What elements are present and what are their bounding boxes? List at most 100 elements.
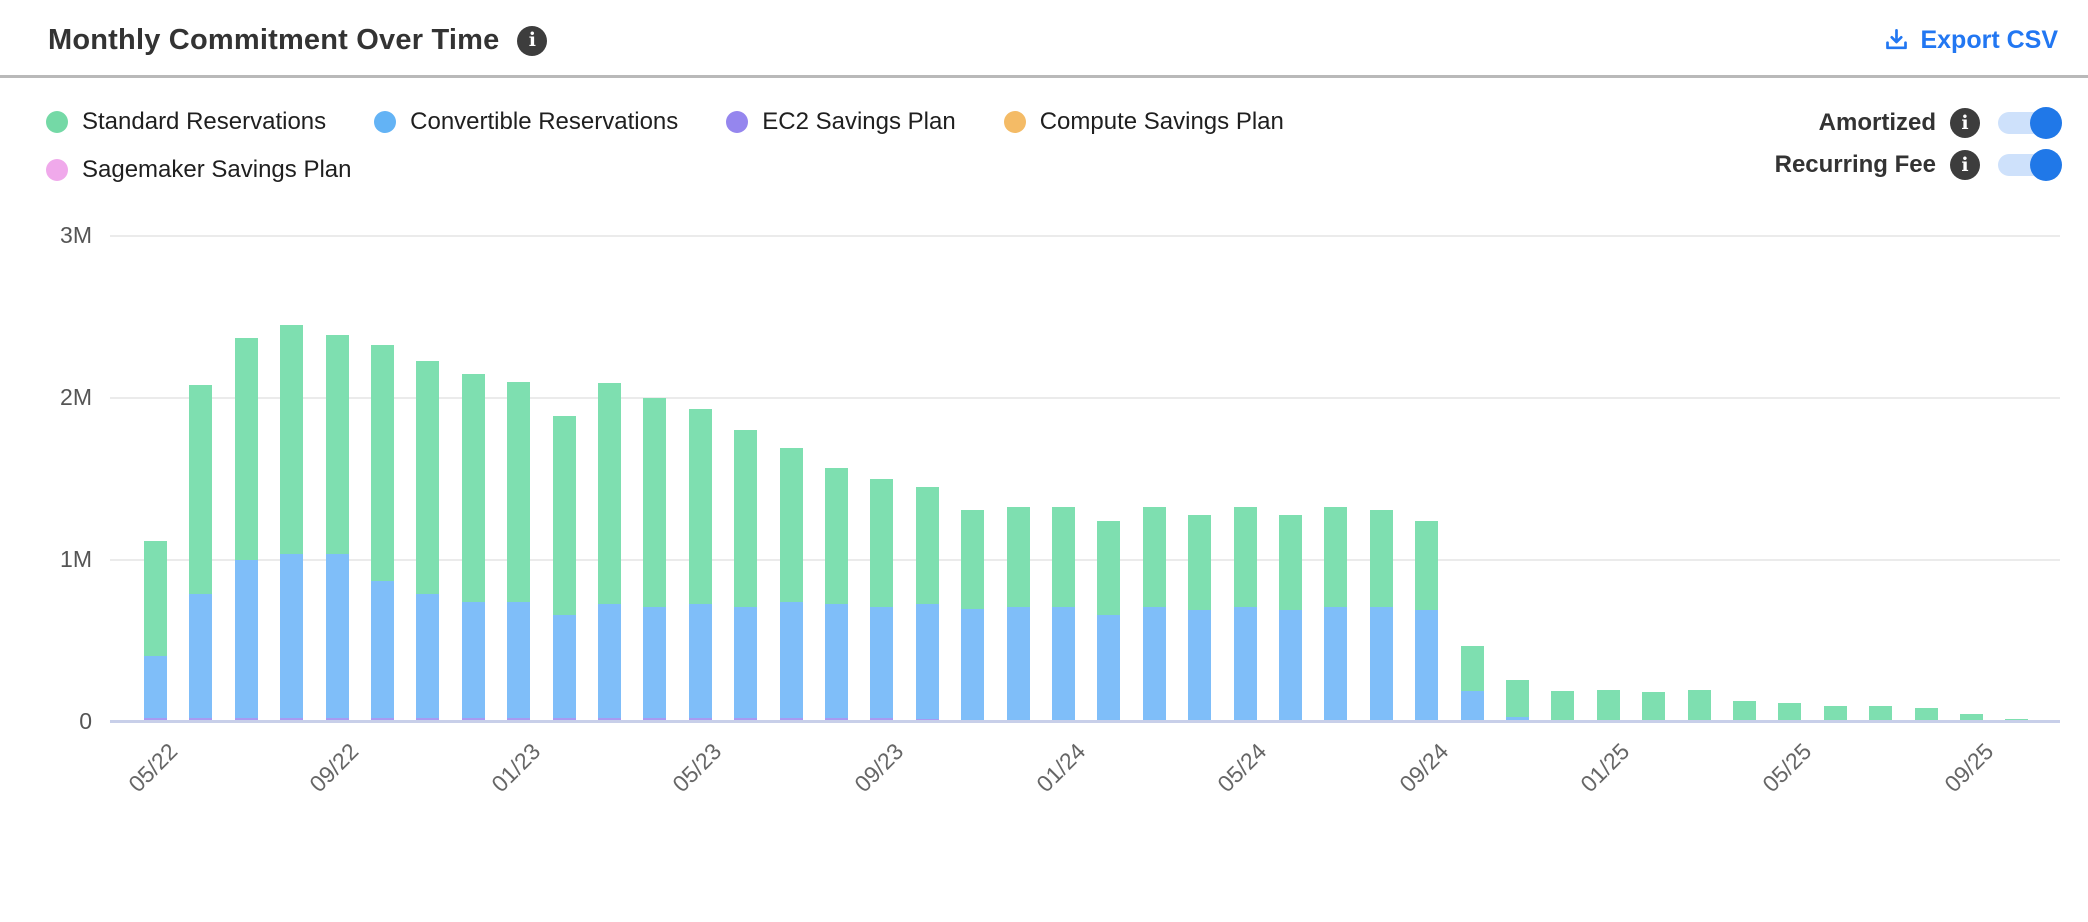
- bar-02/25[interactable]: [1642, 692, 1666, 722]
- bar-05/24[interactable]: [1233, 506, 1257, 722]
- bar-segment-convertible-reservations: [1460, 691, 1484, 722]
- bar-11/22[interactable]: [416, 360, 440, 722]
- bar-04/23[interactable]: [643, 398, 667, 722]
- bar-segment-convertible-reservations: [1097, 615, 1121, 722]
- bar-segment-standard-reservations: [371, 344, 394, 582]
- x-tick-label-05/24: 05/24: [1212, 738, 1272, 798]
- bar-06/23[interactable]: [734, 430, 758, 722]
- bar-05/22[interactable]: [144, 540, 167, 722]
- bar-segment-convertible-reservations: [688, 603, 712, 718]
- bar-07/22[interactable]: [234, 338, 258, 722]
- bar-segment-convertible-reservations: [1052, 606, 1075, 722]
- bar-12/23[interactable]: [1006, 506, 1030, 722]
- bar-07/25[interactable]: [1869, 705, 1893, 722]
- bar-12/24[interactable]: [1551, 691, 1575, 722]
- amortized-label: Amortized: [1818, 109, 1936, 136]
- amortized-toggle[interactable]: [1998, 107, 2062, 139]
- bar-segment-standard-reservations: [280, 325, 304, 554]
- bar-segment-ec2-savings-plan: [280, 717, 304, 722]
- bar-segment-standard-reservations: [1778, 702, 1802, 722]
- bar-03/24[interactable]: [1142, 506, 1166, 722]
- bar-11/24[interactable]: [1506, 679, 1529, 722]
- recurring-fee-label: Recurring Fee: [1774, 151, 1936, 178]
- bar-01/24[interactable]: [1052, 506, 1075, 722]
- bar-segment-standard-reservations: [870, 479, 894, 607]
- bar-segment-ec2-savings-plan: [825, 717, 848, 722]
- bar-06/22[interactable]: [189, 385, 213, 722]
- bar-09/25[interactable]: [1960, 713, 1983, 722]
- bar-segment-standard-reservations: [144, 540, 167, 656]
- bar-segment-convertible-reservations: [234, 560, 258, 718]
- bar-segment-ec2-savings-plan: [189, 717, 213, 722]
- bar-segment-standard-reservations: [1733, 700, 1756, 722]
- bar-09/23[interactable]: [870, 479, 894, 722]
- bar-09/22[interactable]: [325, 334, 349, 722]
- bar-08/23[interactable]: [825, 467, 848, 722]
- bar-segment-standard-reservations: [1188, 514, 1212, 611]
- bar-04/24[interactable]: [1188, 514, 1212, 722]
- bar-segment-standard-reservations: [189, 385, 213, 595]
- y-tick-label-0: 0: [79, 708, 92, 734]
- bar-07/23[interactable]: [779, 448, 803, 722]
- bar-04/25[interactable]: [1733, 700, 1756, 722]
- bar-segment-standard-reservations: [1097, 521, 1121, 616]
- bar-segment-ec2-savings-plan: [144, 717, 167, 722]
- bar-11/23[interactable]: [961, 509, 985, 722]
- legend-item-standard-reservations[interactable]: Standard Reservations: [46, 108, 326, 136]
- title-info-icon[interactable]: i: [517, 25, 548, 56]
- x-tick-label-09/24: 09/24: [1393, 738, 1454, 798]
- bar-07/24[interactable]: [1324, 506, 1348, 722]
- bar-01/23[interactable]: [507, 381, 531, 722]
- bar-08/22[interactable]: [280, 325, 304, 722]
- legend-item-sagemaker-savings-plan[interactable]: Sagemaker Savings Plan: [46, 156, 351, 184]
- panel-header: Monthly Commitment Over Time i Export CS…: [0, 0, 2088, 57]
- bar-06/25[interactable]: [1823, 705, 1847, 722]
- header-divider: [0, 75, 2088, 78]
- page-title: Monthly Commitment Over Time: [48, 24, 500, 56]
- bar-02/24[interactable]: [1097, 521, 1121, 722]
- bar-09/24[interactable]: [1415, 521, 1439, 722]
- recurring-fee-toggle[interactable]: [1998, 149, 2062, 181]
- bar-segment-standard-reservations: [1551, 691, 1575, 722]
- bar-segment-ec2-savings-plan: [461, 717, 485, 722]
- bar-08/24[interactable]: [1369, 509, 1393, 722]
- x-tick-label-01/25: 01/25: [1575, 738, 1635, 798]
- bar-01/25[interactable]: [1596, 689, 1620, 722]
- bar-segment-convertible-reservations: [371, 581, 394, 718]
- bar-segment-ec2-savings-plan: [416, 717, 440, 722]
- legend-item-convertible-reservations[interactable]: Convertible Reservations: [374, 108, 678, 136]
- bar-segment-ec2-savings-plan: [371, 717, 394, 722]
- export-csv-label: Export CSV: [1920, 26, 2058, 54]
- bar-06/24[interactable]: [1279, 514, 1302, 722]
- legend: Standard Reservations Convertible Reserva…: [46, 108, 1546, 184]
- x-tick-label-01/24: 01/24: [1030, 738, 1090, 798]
- bar-10/23[interactable]: [915, 487, 939, 722]
- x-tick-label-09/22: 09/22: [304, 738, 364, 798]
- bar-12/22[interactable]: [461, 373, 485, 722]
- bar-10/22[interactable]: [371, 344, 394, 722]
- bar-03/23[interactable]: [598, 383, 621, 722]
- bar-segment-convertible-reservations: [1188, 610, 1212, 722]
- bar-02/23[interactable]: [552, 415, 576, 722]
- bar-03/25[interactable]: [1687, 689, 1711, 722]
- bar-segment-convertible-reservations: [643, 606, 667, 718]
- bar-segment-convertible-reservations: [1142, 606, 1166, 722]
- recurring-fee-info-icon[interactable]: i: [1950, 150, 1980, 180]
- legend-dot: [726, 111, 749, 133]
- legend-item-ec2-savings-plan[interactable]: EC2 Savings Plan: [726, 108, 956, 136]
- bar-08/25[interactable]: [1914, 708, 1938, 722]
- bar-segment-standard-reservations: [325, 334, 349, 554]
- y-tick-label-1M: 1M: [60, 546, 92, 572]
- amortized-info-icon[interactable]: i: [1950, 108, 1980, 138]
- legend-dot: [46, 159, 68, 181]
- bar-10/24[interactable]: [1460, 645, 1484, 722]
- gridline-2M: [110, 397, 2060, 399]
- gridline-1M: [110, 559, 2060, 561]
- legend-item-compute-savings-plan[interactable]: Compute Savings Plan: [1003, 108, 1284, 136]
- legend-label: Compute Savings Plan: [1039, 108, 1284, 135]
- bar-05/23[interactable]: [688, 409, 712, 722]
- bar-05/25[interactable]: [1778, 702, 1802, 722]
- toggle-knob: [2030, 107, 2062, 139]
- export-csv-button[interactable]: Export CSV: [1883, 26, 2058, 55]
- commitment-chart: 0 1M 2M 3M 05/22 09/22 01/23 05/23 09/23 01/24 05/…: [0, 222, 2088, 846]
